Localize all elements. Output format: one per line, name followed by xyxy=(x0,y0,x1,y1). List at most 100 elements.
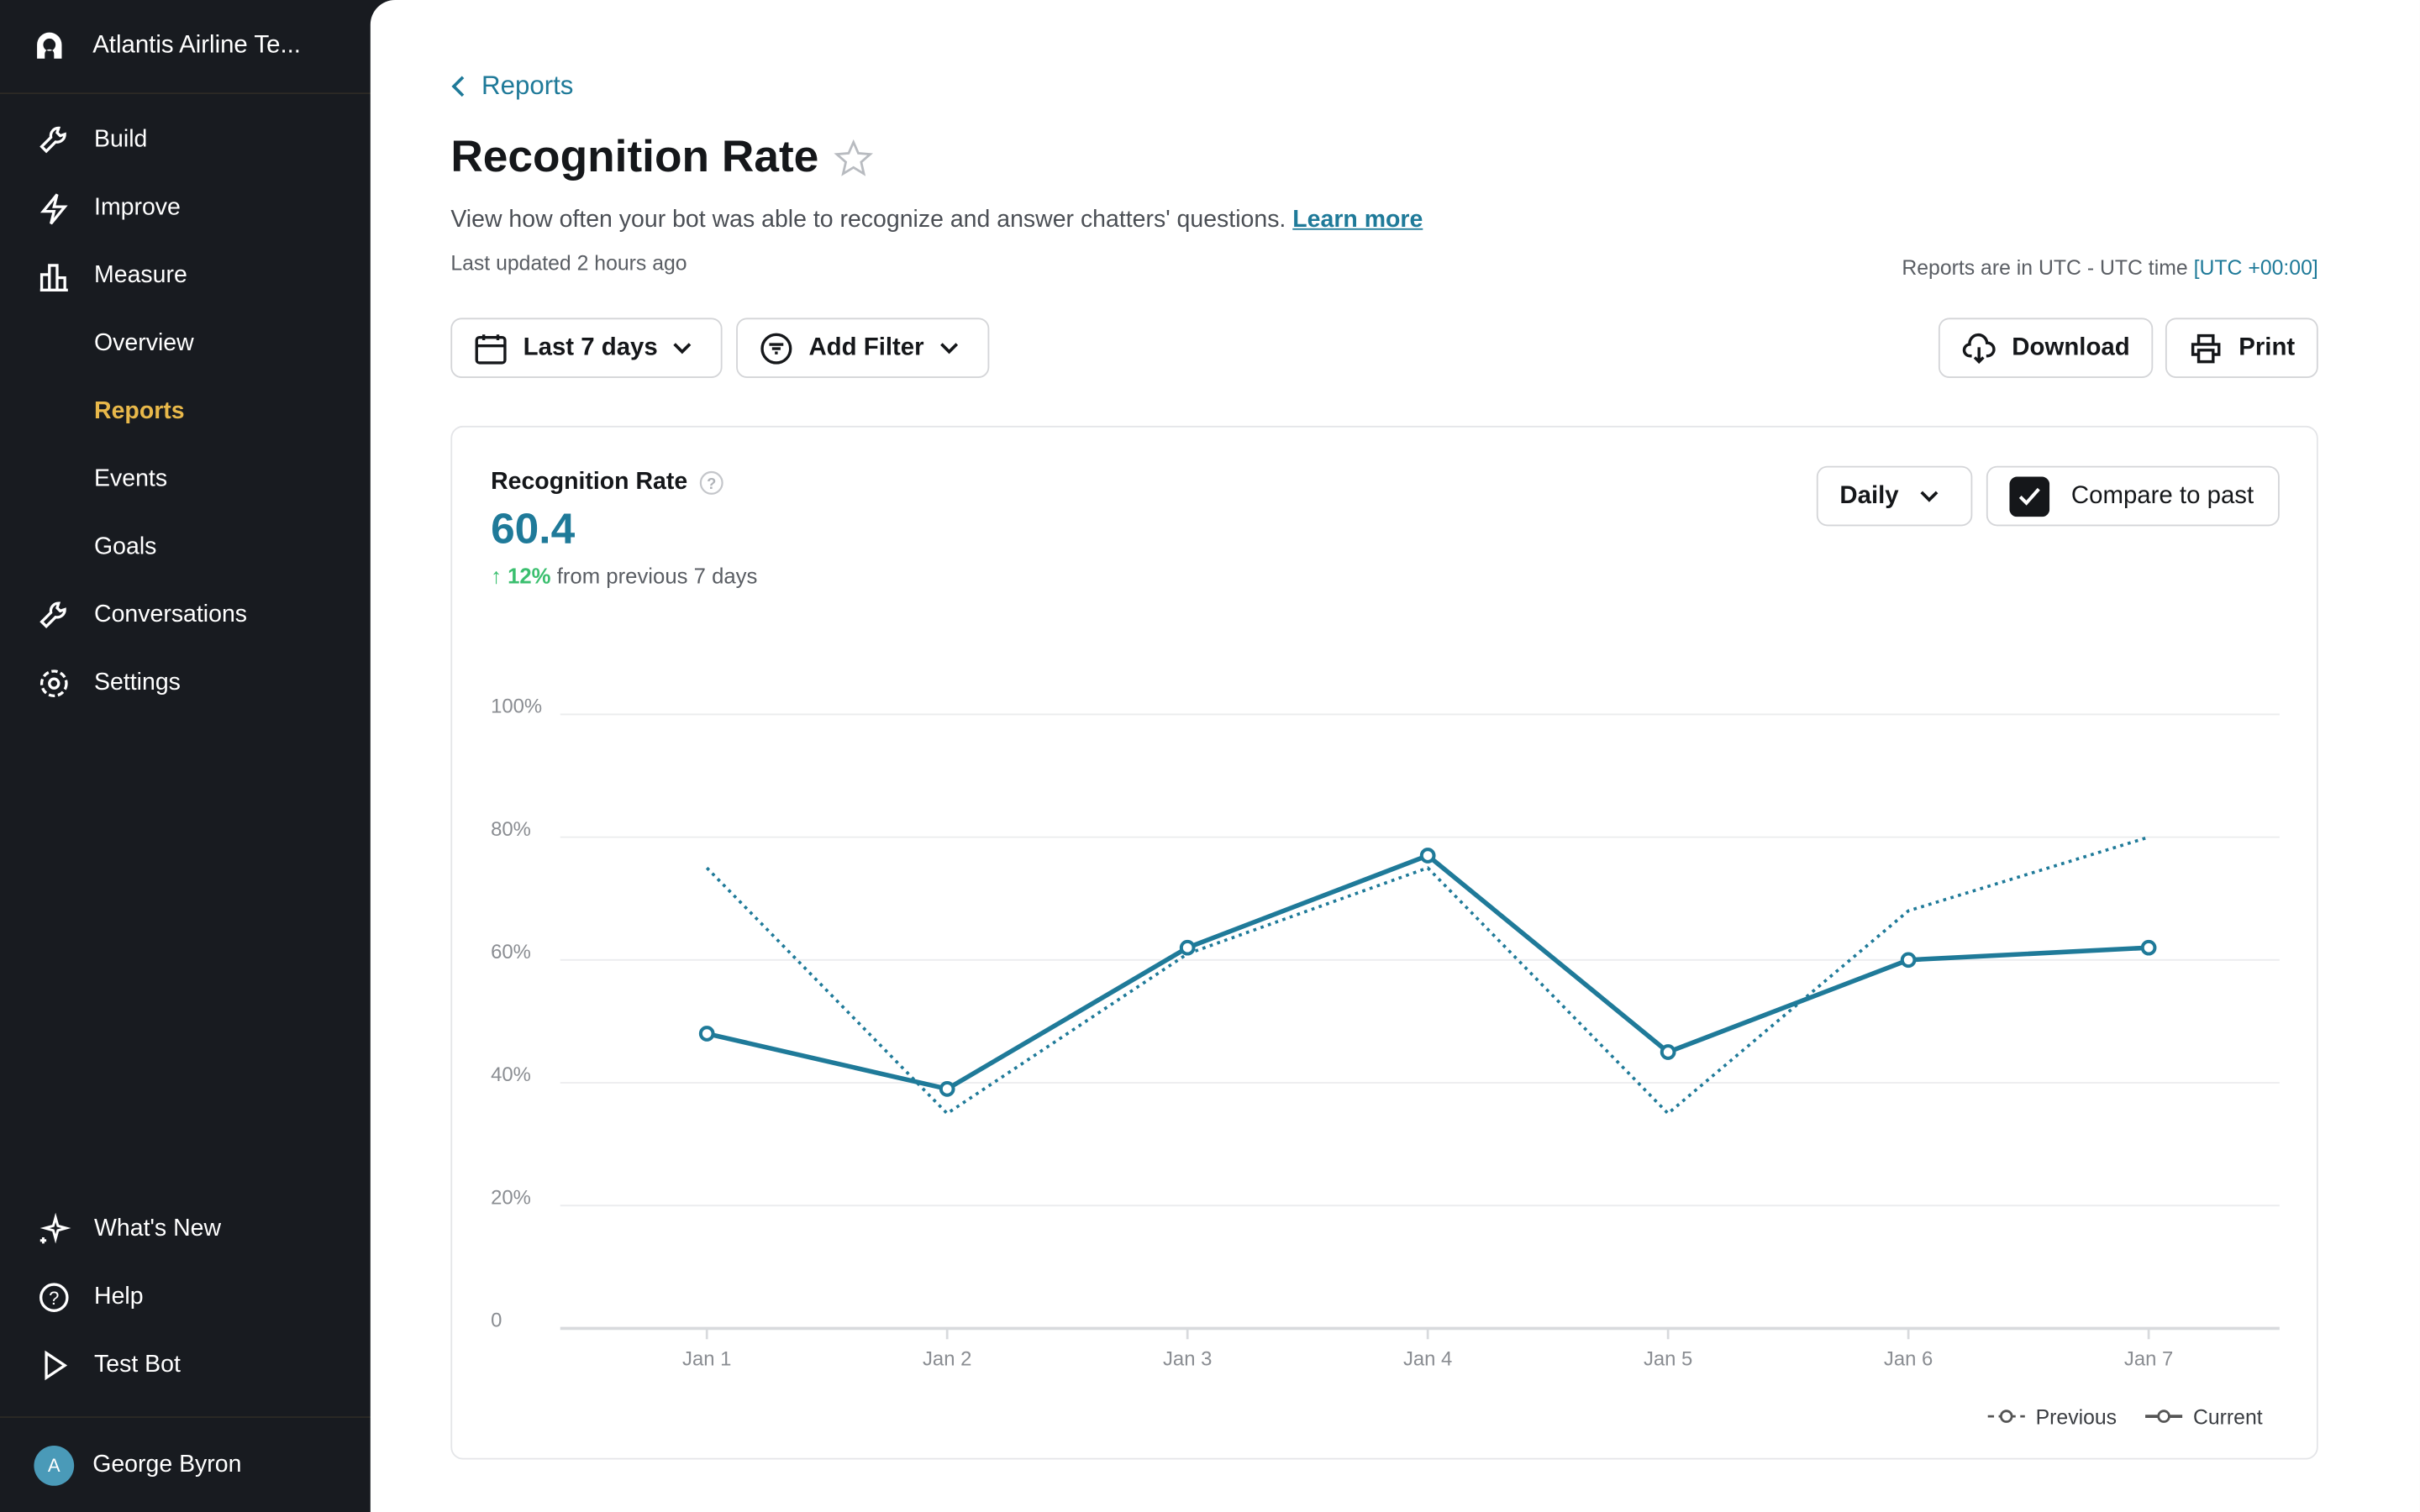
sidebar-item-label: Improve xyxy=(94,194,181,221)
sidebar-item-label: Events xyxy=(94,465,168,492)
print-label: Print xyxy=(2238,333,2296,360)
sidebar-item-reports[interactable]: Reports xyxy=(0,378,371,446)
series-line-previous xyxy=(705,835,2149,1116)
sidebar-item-label: Build xyxy=(94,126,148,153)
sidebar-item-what-s-new[interactable]: What's New xyxy=(0,1195,371,1263)
user-menu[interactable]: A George Byron xyxy=(0,1416,371,1512)
download-button[interactable]: Download xyxy=(1938,318,2154,378)
legend-marker xyxy=(2157,1410,2170,1423)
x-tick-label: Jan 7 xyxy=(2124,1348,2173,1371)
x-tick-label: Jan 4 xyxy=(1403,1348,1452,1371)
sparkle-icon xyxy=(37,1212,71,1247)
svg-text:?: ? xyxy=(708,475,717,492)
sidebar-item-label: Goals xyxy=(94,533,157,560)
learn-more-link[interactable]: Learn more xyxy=(1292,207,1423,234)
legend-label: Current xyxy=(2193,1406,2263,1429)
bar-chart-icon xyxy=(37,260,71,293)
add-filter-button[interactable]: Add Filter xyxy=(736,318,990,378)
interval-dropdown[interactable]: Daily xyxy=(1816,465,1973,527)
legend-marker xyxy=(1999,1410,2013,1423)
series-line-current xyxy=(706,853,2149,1092)
chevron-down-icon xyxy=(939,342,958,354)
recognition-rate-card: Recognition Rate ? 60.4 ↑ 12% from previ… xyxy=(450,425,2318,1460)
y-tick-label: 40% xyxy=(491,1063,531,1086)
utc-offset: [UTC +00:00] xyxy=(2193,255,2318,280)
line-chart: 0 20% 40% 60% 80% 100% Jan 1 Jan 2 Jan 3 Jan 4 Jan… xyxy=(491,696,2280,1429)
add-filter-label: Add Filter xyxy=(808,333,924,360)
lightning-icon xyxy=(37,192,71,225)
data-point xyxy=(1900,952,1917,969)
x-tick-label: Jan 5 xyxy=(1644,1348,1692,1371)
x-tick-label: Jan 3 xyxy=(1163,1348,1212,1371)
avatar: A xyxy=(34,1445,75,1485)
legend-label: Previous xyxy=(2036,1406,2117,1429)
breadcrumb-reports[interactable]: Reports xyxy=(481,71,574,101)
sidebar-item-conversations[interactable]: Conversations xyxy=(0,581,371,649)
sidebar-item-build[interactable]: Build xyxy=(0,107,371,175)
checkbox-checked-icon xyxy=(2009,475,2050,517)
workspace-switcher[interactable]: Atlantis Airline Te... xyxy=(0,0,371,95)
date-range-dropdown[interactable]: Last 7 days xyxy=(450,318,723,378)
filter-icon xyxy=(760,332,792,364)
main-content: Reports Recognition Rate View how often … xyxy=(370,0,2420,1512)
page-description: View how often your bot was able to reco… xyxy=(450,207,1286,234)
chevron-down-icon xyxy=(673,342,692,354)
metric-delta: 12% xyxy=(508,563,551,588)
sidebar-item-help[interactable]: ? Help xyxy=(0,1263,371,1331)
sidebar-item-overview[interactable]: Overview xyxy=(0,310,371,378)
sidebar-item-label: Measure xyxy=(94,262,187,289)
card-title: Recognition Rate xyxy=(491,469,688,496)
y-tick-label: 0 xyxy=(491,1310,502,1332)
sidebar-item-label: Settings xyxy=(94,669,181,696)
sidebar-item-label: Conversations xyxy=(94,601,248,628)
sidebar-item-label: Overview xyxy=(94,330,194,357)
star-icon[interactable] xyxy=(834,138,875,178)
chevron-down-icon xyxy=(1920,490,1939,501)
sidebar-item-improve[interactable]: Improve xyxy=(0,175,371,243)
sidebar-item-label: What's New xyxy=(94,1215,222,1242)
calendar-icon xyxy=(475,333,507,364)
y-tick-label: 80% xyxy=(491,818,531,841)
utc-note: Reports are in UTC - UTC time xyxy=(1902,255,2188,280)
help-icon: ? xyxy=(37,1280,71,1314)
y-tick-label: 100% xyxy=(491,696,542,718)
sidebar: Atlantis Airline Te... Build Improve Measu… xyxy=(0,0,371,1512)
download-label: Download xyxy=(2012,333,2130,360)
data-point xyxy=(1660,1044,1676,1060)
user-name: George Byron xyxy=(92,1451,242,1478)
sidebar-item-goals[interactable]: Goals xyxy=(0,514,371,582)
cloud-download-icon xyxy=(1962,333,1996,364)
page-title: Recognition Rate xyxy=(450,132,819,182)
wrench-icon xyxy=(37,599,71,633)
compare-label: Compare to past xyxy=(2070,481,2254,509)
x-tick-label: Jan 6 xyxy=(1884,1348,1933,1371)
breadcrumb[interactable]: Reports xyxy=(450,71,573,102)
sidebar-item-label: Reports xyxy=(94,397,185,425)
logo-icon xyxy=(37,32,62,59)
data-point xyxy=(698,1026,715,1042)
data-point xyxy=(939,1080,955,1097)
sidebar-item-label: Help xyxy=(94,1284,144,1310)
sidebar-item-test-bot[interactable]: Test Bot xyxy=(0,1331,371,1399)
date-range-label: Last 7 days xyxy=(523,333,658,360)
sidebar-item-events[interactable]: Events xyxy=(0,446,371,514)
sidebar-item-settings[interactable]: Settings xyxy=(0,649,371,717)
printer-icon xyxy=(2191,333,2221,363)
x-tick-label: Jan 2 xyxy=(923,1348,971,1371)
last-updated: Last updated 2 hours ago xyxy=(450,251,687,275)
data-point xyxy=(1419,848,1436,864)
x-tick-label: Jan 1 xyxy=(682,1348,731,1371)
sidebar-item-label: Test Bot xyxy=(94,1351,181,1378)
gear-icon xyxy=(37,666,71,700)
y-tick-label: 60% xyxy=(491,941,531,963)
y-tick-label: 20% xyxy=(491,1186,531,1209)
play-icon xyxy=(37,1348,71,1382)
metric-value: 60.4 xyxy=(491,504,576,553)
compare-to-past-checkbox[interactable]: Compare to past xyxy=(1986,465,2280,527)
sidebar-item-measure[interactable]: Measure xyxy=(0,242,371,310)
print-button[interactable]: Print xyxy=(2165,318,2318,378)
help-icon[interactable]: ? xyxy=(700,470,724,495)
wrench-icon xyxy=(37,123,71,157)
interval-label: Daily xyxy=(1839,481,1899,509)
svg-text:?: ? xyxy=(49,1288,59,1309)
